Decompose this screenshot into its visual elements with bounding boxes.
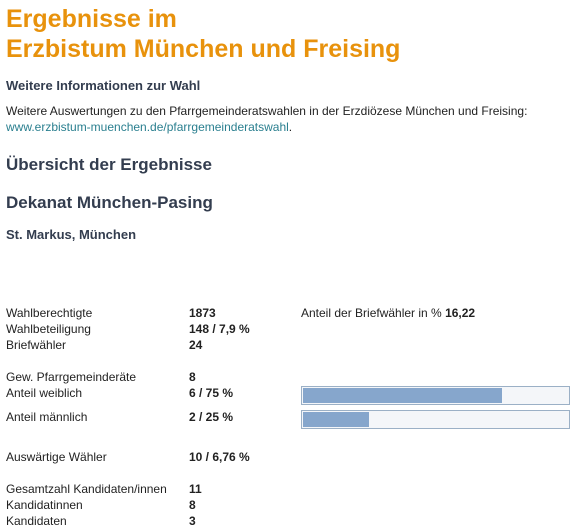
stat-label: Gesamtzahl Kandidaten/innen: [6, 482, 167, 496]
stat-value: 1873: [189, 306, 216, 320]
side-stat-value: 16,22: [445, 306, 476, 320]
stat-value: 8: [189, 370, 196, 384]
bar: [303, 412, 370, 427]
side-stat: Anteil der Briefwähler in % 16,22: [301, 305, 475, 321]
stat-value: 8: [189, 498, 196, 512]
page-title-line: Erzbistum München und Freising: [6, 35, 401, 63]
bar-track: [301, 386, 570, 405]
parish-heading: St. Markus, München: [6, 227, 137, 242]
info-link-line: www.erzbistum-muenchen.de/pfarrgemeinder…: [6, 120, 292, 134]
info-link[interactable]: www.erzbistum-muenchen.de/pfarrgemeinder…: [6, 120, 289, 134]
stat-label: Gew. Pfarrgemeinderäte: [6, 370, 137, 384]
stat-value: 3: [189, 514, 196, 528]
stat-value: 10 / 6,76 %: [189, 450, 250, 464]
bar: [303, 388, 502, 403]
stat-label: Wahlbeteiligung: [6, 322, 91, 336]
stat-label: Wahlberechtigte: [6, 306, 93, 320]
stat-value: 6 / 75 %: [189, 386, 234, 400]
stat-label: Kandidatinnen: [6, 498, 83, 512]
page: Ergebnisse im Erzbistum München und Frei…: [6, 5, 570, 528]
info-heading: Weitere Informationen zur Wahl: [6, 78, 201, 93]
stat-label: Auswärtige Wähler: [6, 450, 107, 464]
info-text: Weitere Auswertungen zu den Pfarrgemeind…: [6, 104, 528, 118]
stat-value: 2 / 25 %: [189, 410, 234, 424]
side-stat-label: Anteil der Briefwähler in %: [301, 306, 442, 320]
stat-label: Anteil weiblich: [6, 386, 83, 400]
stat-value: 24: [189, 338, 203, 352]
stat-value: 11: [189, 482, 202, 496]
stat-label: Briefwähler: [6, 338, 67, 352]
bar-track: [301, 410, 570, 429]
deanery-heading: Dekanat München-Pasing: [6, 193, 213, 212]
stat-label: Kandidaten: [6, 514, 67, 528]
overview-heading: Übersicht der Ergebnisse: [6, 155, 212, 174]
link-suffix: .: [288, 120, 293, 134]
stat-label: Anteil männlich: [6, 410, 88, 424]
page-title-line: Ergebnisse im: [6, 5, 177, 33]
stat-value: 148 / 7,9 %: [189, 322, 250, 336]
